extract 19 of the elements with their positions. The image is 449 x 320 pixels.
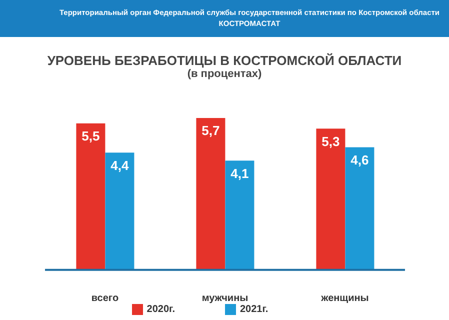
bar xyxy=(225,160,254,270)
x-tick-label: всего xyxy=(91,292,119,304)
legend-label: 2020г. xyxy=(146,304,175,315)
bar xyxy=(105,152,134,270)
data-label: 4,6 xyxy=(350,152,369,168)
chart-title: УРОВЕНЬ БЕЗРАБОТИЦЫ В КОСТРОМСКОЙ ОБЛАСТИ xyxy=(46,53,403,68)
bar xyxy=(76,123,106,270)
x-tick-label: женщины xyxy=(320,292,369,304)
data-label: 5,7 xyxy=(202,123,220,138)
x-tick-label: мужчины xyxy=(202,292,248,304)
data-label: 4,1 xyxy=(230,166,249,181)
bar xyxy=(345,147,374,270)
data-label: 5,5 xyxy=(82,128,100,144)
bar xyxy=(196,118,226,270)
bar xyxy=(316,128,346,270)
legend-label: 2021г. xyxy=(240,304,268,315)
data-label: 4,4 xyxy=(110,158,130,173)
data-label: 5,3 xyxy=(322,134,340,149)
chart-subtitle: (в процентах) xyxy=(186,68,263,80)
